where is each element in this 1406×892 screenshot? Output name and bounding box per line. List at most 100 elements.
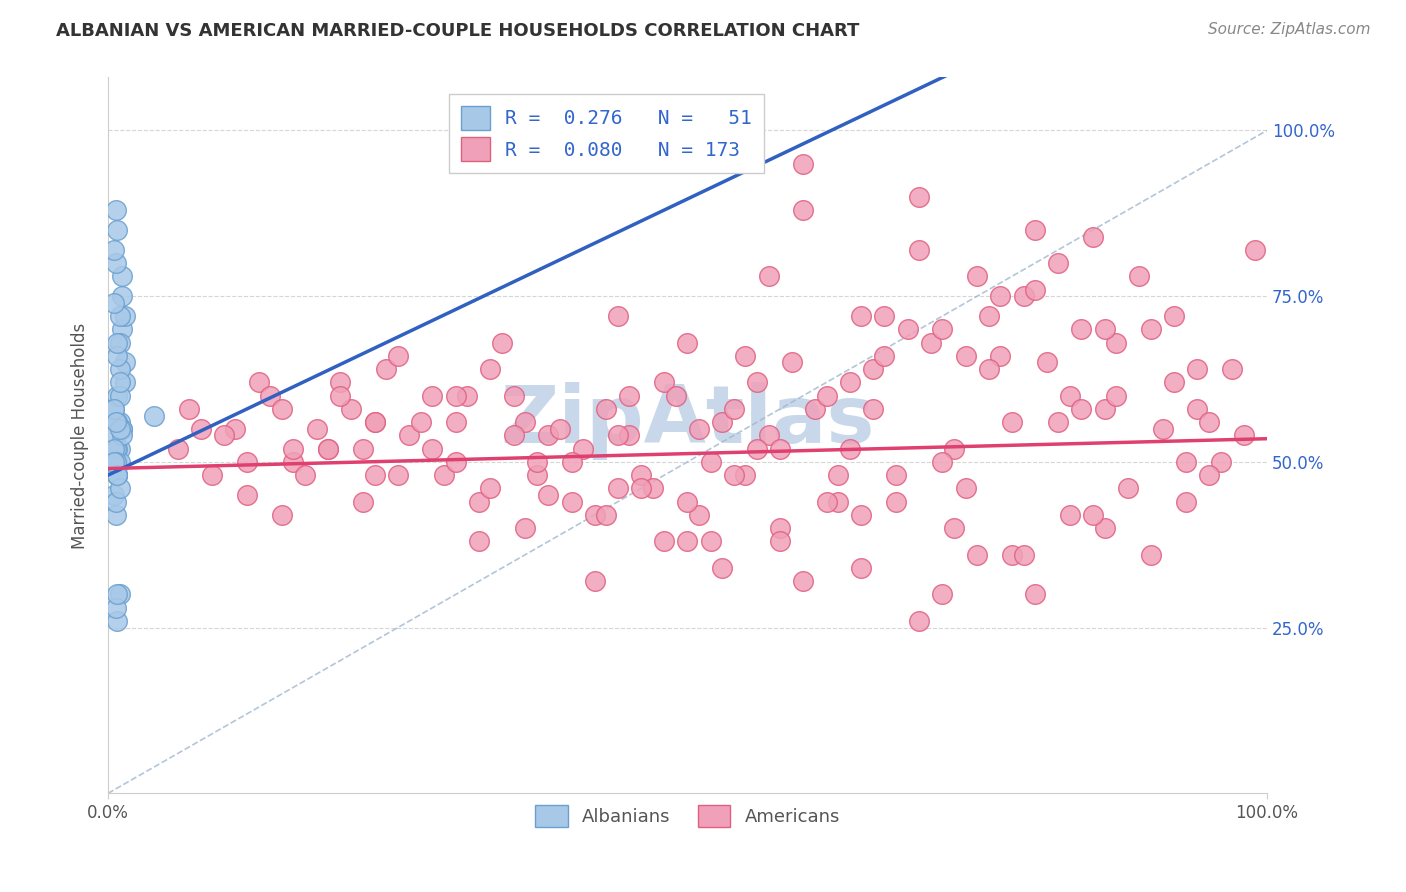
Point xyxy=(537,428,560,442)
Point xyxy=(1024,587,1046,601)
Point xyxy=(105,587,128,601)
Point xyxy=(105,468,128,483)
Point xyxy=(270,508,292,522)
Point xyxy=(862,401,884,416)
Point xyxy=(1059,389,1081,403)
Point xyxy=(224,422,246,436)
Point xyxy=(105,223,128,237)
Point xyxy=(111,289,134,303)
Point xyxy=(236,455,259,469)
Point xyxy=(103,488,125,502)
Point xyxy=(105,494,128,508)
Point xyxy=(105,455,128,469)
Point xyxy=(363,415,385,429)
Point xyxy=(363,468,385,483)
Point xyxy=(444,415,467,429)
Point xyxy=(108,442,131,456)
Point xyxy=(108,455,131,469)
Point xyxy=(515,415,537,429)
Point xyxy=(340,401,363,416)
Point xyxy=(108,415,131,429)
Point xyxy=(676,335,699,350)
Point xyxy=(515,521,537,535)
Point xyxy=(619,389,641,403)
Point xyxy=(1024,283,1046,297)
Point xyxy=(201,468,224,483)
Point xyxy=(641,482,664,496)
Point xyxy=(1081,508,1104,522)
Point xyxy=(745,376,768,390)
Point xyxy=(583,508,606,522)
Point xyxy=(711,561,734,575)
Point xyxy=(734,349,756,363)
Point xyxy=(851,508,873,522)
Point xyxy=(103,401,125,416)
Point xyxy=(316,442,339,456)
Point xyxy=(908,190,931,204)
Point xyxy=(105,508,128,522)
Point xyxy=(769,534,792,549)
Point xyxy=(851,561,873,575)
Point xyxy=(804,401,827,416)
Point xyxy=(105,202,128,217)
Point xyxy=(479,482,502,496)
Point xyxy=(619,428,641,442)
Point xyxy=(1070,322,1092,336)
Point xyxy=(444,455,467,469)
Point xyxy=(931,587,953,601)
Point xyxy=(108,389,131,403)
Point xyxy=(583,574,606,589)
Point xyxy=(723,401,745,416)
Point xyxy=(444,389,467,403)
Point xyxy=(561,455,583,469)
Point xyxy=(884,468,907,483)
Point xyxy=(1059,508,1081,522)
Point xyxy=(792,574,814,589)
Point xyxy=(1024,223,1046,237)
Point xyxy=(595,508,617,522)
Point xyxy=(433,468,456,483)
Point xyxy=(1070,401,1092,416)
Point xyxy=(108,587,131,601)
Point xyxy=(1116,482,1139,496)
Point xyxy=(815,389,838,403)
Point xyxy=(606,482,628,496)
Point xyxy=(606,309,628,323)
Point xyxy=(190,422,212,436)
Point xyxy=(247,376,270,390)
Point xyxy=(270,401,292,416)
Point xyxy=(479,362,502,376)
Point xyxy=(1035,355,1057,369)
Point xyxy=(103,455,125,469)
Point xyxy=(103,401,125,416)
Point xyxy=(212,428,235,442)
Point xyxy=(688,508,710,522)
Point xyxy=(851,309,873,323)
Point xyxy=(105,442,128,456)
Point xyxy=(1140,322,1163,336)
Point xyxy=(105,468,128,483)
Point xyxy=(920,335,942,350)
Point xyxy=(108,362,131,376)
Point xyxy=(977,309,1000,323)
Point xyxy=(502,389,524,403)
Point xyxy=(561,494,583,508)
Point xyxy=(595,401,617,416)
Point xyxy=(105,468,128,483)
Point xyxy=(456,389,478,403)
Point xyxy=(105,335,128,350)
Point xyxy=(1209,455,1232,469)
Point xyxy=(1094,521,1116,535)
Point xyxy=(108,482,131,496)
Point xyxy=(792,202,814,217)
Point xyxy=(111,428,134,442)
Point xyxy=(329,389,352,403)
Point xyxy=(769,521,792,535)
Point xyxy=(745,442,768,456)
Point xyxy=(179,401,201,416)
Point xyxy=(105,455,128,469)
Point xyxy=(1105,335,1128,350)
Point xyxy=(283,455,305,469)
Point xyxy=(723,468,745,483)
Point xyxy=(943,521,966,535)
